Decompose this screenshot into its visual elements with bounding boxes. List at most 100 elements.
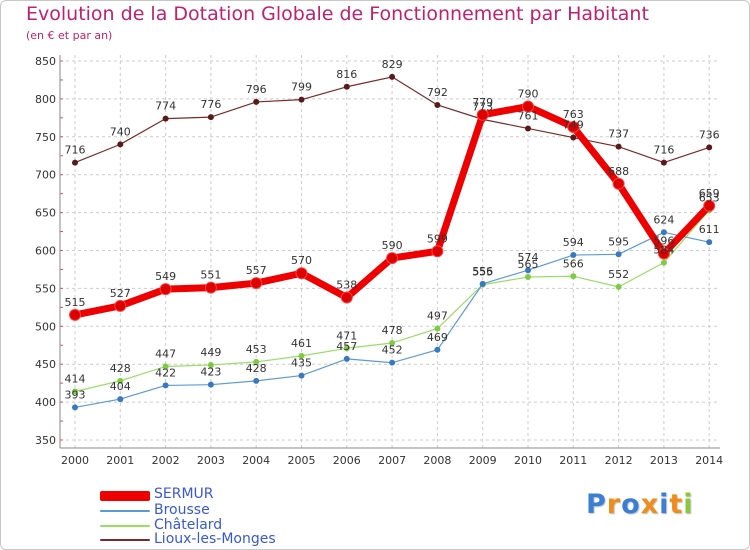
legend-swatch-chatelard xyxy=(100,525,150,527)
data-point-chatelard xyxy=(72,388,78,395)
data-label-brousse: 556 xyxy=(472,265,493,278)
legend-swatch-lioux-les-monges xyxy=(100,539,150,541)
data-label-sermur: 557 xyxy=(246,264,267,277)
y-tick-label: 800 xyxy=(35,93,56,106)
series-lioux-les-monges xyxy=(72,73,713,166)
data-label-lioux-les-monges: 749 xyxy=(563,119,584,132)
y-tick-label: 750 xyxy=(35,131,56,144)
data-label-brousse: 624 xyxy=(653,213,674,226)
logo-letter: i xyxy=(683,489,694,520)
data-label-brousse: 594 xyxy=(563,236,584,249)
x-tick-label: 2006 xyxy=(333,454,361,467)
legend-swatch-brousse xyxy=(100,510,150,512)
data-label-chatelard: 471 xyxy=(336,329,357,342)
data-point-brousse xyxy=(525,267,531,274)
y-tick-label: 700 xyxy=(35,169,56,182)
data-point-chatelard xyxy=(660,259,667,266)
data-point-sermur xyxy=(295,267,308,280)
data-point-lioux-les-monges xyxy=(253,98,260,105)
x-tick-label: 2004 xyxy=(242,454,270,467)
data-point-lioux-les-monges xyxy=(72,159,78,166)
data-label-brousse: 428 xyxy=(246,362,267,375)
data-label-lioux-les-monges: 829 xyxy=(382,58,403,71)
legend-label-brousse: Brousse xyxy=(154,502,210,518)
data-label-chatelard: 449 xyxy=(200,346,221,359)
data-point-lioux-les-monges xyxy=(389,73,396,80)
data-point-sermur xyxy=(204,281,217,294)
x-tick-label: 2010 xyxy=(514,454,542,467)
data-point-sermur xyxy=(703,199,716,212)
data-label-lioux-les-monges: 761 xyxy=(518,109,539,122)
x-tick-label: 2005 xyxy=(288,454,316,467)
data-label-chatelard: 565 xyxy=(518,258,539,271)
data-point-lioux-les-monges xyxy=(525,125,531,132)
logo-letter: t xyxy=(669,489,684,520)
data-point-sermur xyxy=(250,277,263,290)
data-point-sermur xyxy=(159,283,172,296)
series-brousse xyxy=(72,229,713,411)
data-label-chatelard: 478 xyxy=(382,324,403,337)
legend-item-brousse: Brousse xyxy=(100,502,360,519)
data-point-sermur xyxy=(431,245,444,258)
data-point-brousse xyxy=(253,377,260,384)
data-label-chatelard: 461 xyxy=(291,337,312,350)
data-point-lioux-les-monges xyxy=(570,134,577,141)
data-point-chatelard xyxy=(434,325,441,332)
data-point-chatelard xyxy=(615,283,622,290)
x-tick-label: 2014 xyxy=(695,454,723,467)
y-tick-label: 450 xyxy=(35,358,56,371)
data-label-sermur: 779 xyxy=(472,96,493,109)
data-point-sermur xyxy=(386,252,399,265)
data-point-chatelard xyxy=(343,345,350,352)
data-label-lioux-les-monges: 773 xyxy=(472,100,493,113)
data-point-sermur xyxy=(340,291,353,304)
data-point-sermur xyxy=(612,177,625,190)
data-point-chatelard xyxy=(207,361,214,368)
series-line-lioux-les-monges xyxy=(74,76,710,164)
data-label-sermur: 688 xyxy=(608,165,629,178)
data-label-lioux-les-monges: 792 xyxy=(427,86,448,99)
y-tick-label: 400 xyxy=(35,396,56,409)
y-tick-label: 350 xyxy=(35,434,56,447)
data-point-lioux-les-monges xyxy=(615,143,622,150)
data-point-lioux-les-monges xyxy=(117,141,124,148)
data-label-sermur: 549 xyxy=(155,270,176,283)
data-label-lioux-les-monges: 716 xyxy=(65,144,86,157)
chart-subtitle: (en € et par an) xyxy=(26,29,113,42)
data-label-sermur: 515 xyxy=(65,296,86,309)
data-point-brousse xyxy=(706,239,713,246)
data-label-sermur: 527 xyxy=(110,287,131,300)
data-point-brousse xyxy=(434,346,441,353)
data-point-lioux-les-monges xyxy=(343,83,350,90)
data-label-lioux-les-monges: 799 xyxy=(291,81,312,94)
data-label-lioux-les-monges: 737 xyxy=(608,128,629,141)
data-label-lioux-les-monges: 816 xyxy=(336,68,357,81)
data-label-sermur: 763 xyxy=(563,108,584,121)
data-label-brousse: 469 xyxy=(427,331,448,344)
x-tick-label: 2002 xyxy=(152,454,180,467)
proxiti-logo: Proxiti xyxy=(586,489,694,520)
data-point-brousse xyxy=(343,355,350,362)
data-label-brousse: 595 xyxy=(608,235,629,248)
data-point-chatelard xyxy=(117,377,124,384)
data-label-chatelard: 552 xyxy=(608,268,629,281)
data-label-brousse: 452 xyxy=(382,344,403,357)
data-label-lioux-les-monges: 774 xyxy=(155,100,176,113)
data-label-sermur: 590 xyxy=(382,239,403,252)
data-label-sermur: 599 xyxy=(427,232,448,245)
data-label-brousse: 423 xyxy=(200,366,221,379)
data-label-chatelard: 653 xyxy=(699,191,720,204)
data-point-brousse xyxy=(72,404,78,411)
legend-item-sermur: SERMUR xyxy=(100,486,360,503)
data-point-chatelard xyxy=(162,363,169,370)
data-label-brousse: 393 xyxy=(65,388,86,401)
data-point-sermur xyxy=(114,299,127,312)
data-point-chatelard xyxy=(298,352,305,359)
data-point-brousse xyxy=(162,382,169,389)
data-point-lioux-les-monges xyxy=(162,115,169,122)
data-label-chatelard: 447 xyxy=(155,347,176,360)
data-point-sermur xyxy=(522,100,534,113)
data-label-sermur: 551 xyxy=(200,269,221,282)
data-point-brousse xyxy=(570,252,577,259)
